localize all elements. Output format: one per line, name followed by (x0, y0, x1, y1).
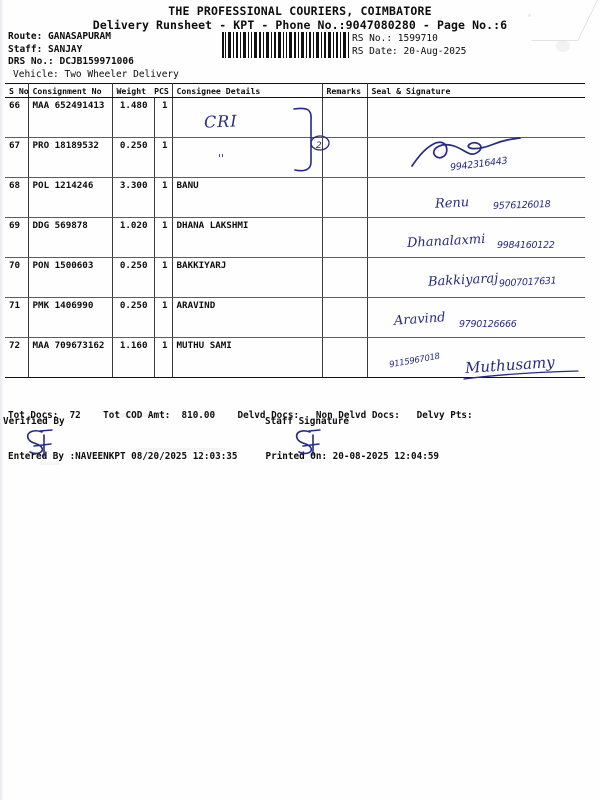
cell-pcs: 1 (154, 137, 173, 178)
cell-weight: 3.300 (112, 177, 155, 218)
cell-seal-signature (367, 137, 585, 178)
runsheet-meta-left: Route: GANASAPURAM Staff: SANJAY DRS No.… (8, 31, 179, 81)
vehicle-label: Vehicle: Two Wheeler Delivery (13, 68, 179, 80)
rs-no-value: RS No.: 1599710 (352, 33, 438, 44)
printed-on-value: Printed On: 20-08-2025 12:04:59 (265, 450, 440, 462)
col-header-pcs: PCS (154, 85, 169, 96)
cell-consignment-no: PRO 18189532 (28, 137, 113, 178)
col-header-weight: Weight (116, 85, 147, 96)
cell-sno: 66 (5, 97, 29, 138)
cell-weight: 0.250 (112, 257, 155, 298)
cell-consignment-no: PON 1500603 (28, 257, 113, 298)
cell-remarks (322, 297, 368, 338)
footer-totals-line: Tot Docs: 72 Tot COD Amt: 810.00 Delvd D… (8, 409, 473, 423)
cell-consignee: ARAVIND (172, 297, 323, 338)
cell-sno: 68 (5, 177, 29, 218)
cell-pcs: 1 (154, 297, 173, 338)
paper-edge-shadow (0, 0, 4, 800)
cell-seal-signature (367, 257, 585, 298)
company-title: THE PROFESSIONAL COURIERS, COIMBATORE (168, 4, 432, 18)
cell-remarks (322, 257, 368, 298)
cell-remarks (322, 337, 368, 378)
tot-docs-value: Tot Docs: 72 (8, 410, 81, 421)
table-row: 66 MAA 652491413 1.480 1 (5, 97, 585, 138)
table-row: 71 PMK 1406990 0.250 1 ARAVIND (5, 297, 585, 338)
table-row: 68 POL 1214246 3.300 1 BANU (5, 177, 585, 218)
cell-consignment-no: MAA 709673162 (28, 337, 113, 378)
table-header-row: S No Consignment No Weight PCS Consignee … (5, 83, 585, 98)
cell-sno: 70 (5, 257, 29, 298)
cell-seal-signature (367, 177, 585, 218)
cell-remarks (322, 177, 368, 218)
col-header-seal-signature: Seal & Signature (367, 83, 585, 98)
col-header-consignment-no: Consignment No (28, 83, 113, 98)
cell-consignment-no: DDG 569878 (28, 217, 113, 258)
non-delvd-docs-label: Non Delvd Docs: (315, 410, 400, 421)
footer-summary: Tot Docs: 72 Tot COD Amt: 810.00 Delvd D… (8, 382, 473, 490)
col-header-sno: S No (5, 83, 29, 98)
cell-weight: 0.250 (112, 297, 155, 338)
barcode-icon (222, 32, 349, 58)
table-row: 69 DDG 569878 1.020 1 DHANA LAKSHMI (5, 217, 585, 258)
cell-weight: 1.480 (112, 97, 155, 138)
col-header-consignee-details: Consignee Details (172, 83, 323, 98)
cell-consignment-no: MAA 652491413 (28, 97, 113, 138)
cell-sno: 67 (5, 137, 29, 178)
cell-pcs: 1 (154, 337, 173, 378)
cell-consignee: MUTHU SAMI (172, 337, 323, 378)
consignment-table: S No Consignment No Weight PCS Consignee … (5, 83, 585, 378)
route-label: Route: GANASAPURAM (8, 31, 111, 42)
cell-remarks (322, 137, 368, 178)
staff-signature-label: Staff Signature (265, 416, 349, 427)
cell-remarks (322, 217, 368, 258)
delvy-pts-label: Delvy Pts: (416, 410, 473, 421)
cell-consignment-no: POL 1214246 (28, 177, 113, 218)
footer-entry-line: Entered By :NAVEENKPT 08/20/2025 12:03:3… (8, 450, 473, 464)
cell-pcs: 1 (154, 177, 173, 218)
runsheet-meta-right: RS No.: 1599710 RS Date: 20-Aug-2025 (352, 32, 466, 58)
cell-seal-signature (367, 217, 585, 258)
cell-consignment-no: PMK 1406990 (28, 297, 113, 338)
col-header-weight-pcs: Weight PCS (112, 83, 173, 98)
cell-seal-signature (367, 337, 585, 378)
cell-pcs: 1 (154, 97, 173, 138)
cell-weight: 0.250 (112, 137, 155, 178)
cell-pcs: 1 (154, 217, 173, 258)
table-row: 67 PRO 18189532 0.250 1 (5, 137, 585, 178)
staff-label: Staff: SANJAY (8, 43, 83, 55)
cell-sno: 71 (5, 297, 29, 338)
cell-sno: 69 (5, 217, 29, 258)
cell-pcs: 1 (154, 257, 173, 298)
cell-remarks (322, 97, 368, 138)
cell-sno: 72 (5, 337, 29, 378)
cell-weight: 1.020 (112, 217, 155, 258)
cell-consignee: DHANA LAKSHMI (172, 217, 323, 258)
cell-consignee: BANU (172, 177, 323, 218)
rs-date-value: RS Date: 20-Aug-2025 (352, 46, 467, 57)
col-header-remarks: Remarks (322, 83, 368, 98)
entered-by-value: Entered By :NAVEENKPT 08/20/2025 12:03:3… (8, 450, 238, 462)
scan-speck (556, 40, 570, 52)
cell-consignee (172, 137, 323, 178)
cell-consignee: BAKKIYARJ (172, 257, 323, 298)
table-row: 72 MAA 709673162 1.160 1 MUTHU SAMI (5, 337, 585, 378)
table-row: 70 PON 1500603 0.250 1 BAKKIYARJ (5, 257, 585, 298)
cell-weight: 1.160 (112, 337, 155, 378)
drs-no-label: DRS No.: DCJB159971006 (8, 56, 134, 68)
delvd-docs-label: Delvd Docs: (237, 410, 300, 421)
verified-by-label: Verified By (3, 416, 65, 427)
cell-consignee (172, 97, 323, 138)
cell-seal-signature (367, 297, 585, 338)
tot-cod-amt-value: Tot COD Amt: 810.00 (103, 410, 216, 421)
document-subtitle: Delivery Runsheet - KPT - Phone No.:9047… (92, 18, 508, 32)
cell-seal-signature (367, 97, 585, 138)
